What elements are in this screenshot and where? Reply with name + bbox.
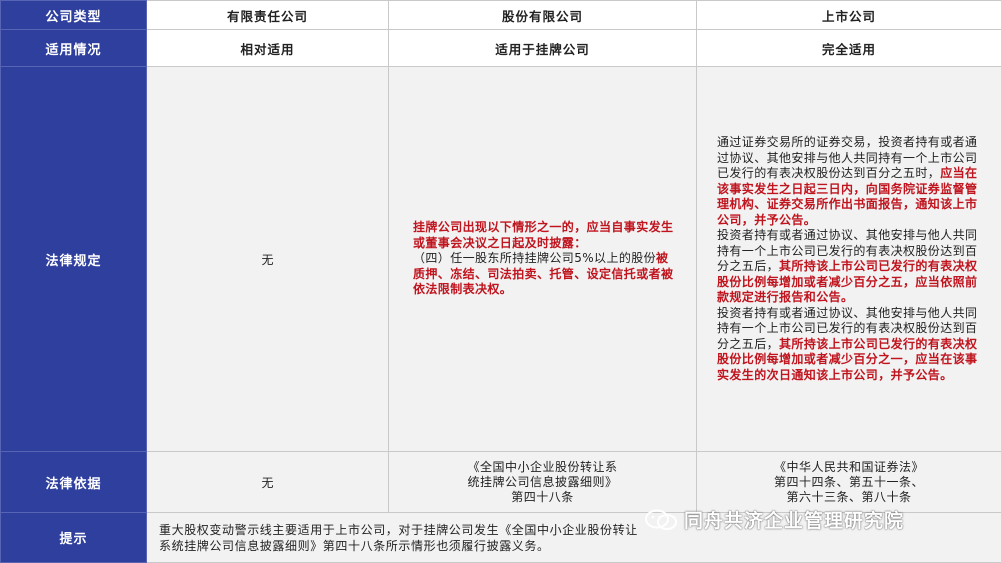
- col-header-joint-stock: 股份有限公司: [389, 1, 697, 30]
- provisions-joint-stock: 挂牌公司出现以下情形之一的，应当自事实发生或董事会决议之日起及时披露： （四）任…: [389, 67, 697, 452]
- row-label-company-type: 公司类型: [1, 1, 147, 30]
- col-header-listed: 上市公司: [697, 1, 1001, 30]
- basis-listed-text: 《中华人民共和国证券法》 第四十四条、第五十一条、 第六十三条、第八十条: [697, 460, 1001, 505]
- basis-joint-stock-text: 《全国中小企业股份转让系 统挂牌公司信息披露细则》 第四十八条: [389, 460, 696, 505]
- applicability-llc: 相对适用: [147, 30, 389, 67]
- provisions-llc: 无: [147, 67, 389, 452]
- header-row: 公司类型 有限责任公司 股份有限公司 上市公司: [1, 1, 1001, 30]
- provisions-joint-stock-intro: 挂牌公司出现以下情形之一的，应当自事实发生或董事会决议之日起及时披露：: [413, 220, 673, 250]
- tip-text: 重大股权变动警示线主要适用于上市公司，对于挂牌公司发生《全国中小企业股份转让 系…: [147, 522, 1001, 554]
- basis-joint-stock: 《全国中小企业股份转让系 统挂牌公司信息披露细则》 第四十八条: [389, 452, 697, 513]
- tip-cell: 重大股权变动警示线主要适用于上市公司，对于挂牌公司发生《全国中小企业股份转让 系…: [147, 513, 1001, 563]
- provisions-joint-stock-text: 挂牌公司出现以下情形之一的，应当自事实发生或董事会决议之日起及时披露： （四）任…: [389, 220, 696, 298]
- provisions-listed: 通过证券交易所的证券交易，投资者持有或者通过协议、其他安排与他人共同持有一个上市…: [697, 67, 1001, 452]
- tip-row: 提示 重大股权变动警示线主要适用于上市公司，对于挂牌公司发生《全国中小企业股份转…: [1, 513, 1001, 563]
- applicability-listed: 完全适用: [697, 30, 1001, 67]
- row-label-legal-provisions: 法律规定: [1, 67, 147, 452]
- row-label-legal-basis: 法律依据: [1, 452, 147, 513]
- provisions-listed-p1: 通过证券交易所的证券交易，投资者持有或者通过协议、其他安排与他人共同持有一个上市…: [717, 135, 977, 180]
- basis-listed: 《中华人民共和国证券法》 第四十四条、第五十一条、 第六十三条、第八十条: [697, 452, 1001, 513]
- applicability-joint-stock: 适用于挂牌公司: [389, 30, 697, 67]
- provisions-joint-stock-item: （四）任一股东所持挂牌公司5%以上的股份: [413, 251, 656, 265]
- legal-provisions-row: 法律规定 无 挂牌公司出现以下情形之一的，应当自事实发生或董事会决议之日起及时披…: [1, 67, 1001, 452]
- legal-basis-row: 法律依据 无 《全国中小企业股份转让系 统挂牌公司信息披露细则》 第四十八条 《…: [1, 452, 1001, 513]
- provisions-listed-text: 通过证券交易所的证券交易，投资者持有或者通过协议、其他安排与他人共同持有一个上市…: [697, 135, 1001, 383]
- applicability-row: 适用情况 相对适用 适用于挂牌公司 完全适用: [1, 30, 1001, 67]
- row-label-tip: 提示: [1, 513, 147, 563]
- col-header-llc: 有限责任公司: [147, 1, 389, 30]
- basis-llc: 无: [147, 452, 389, 513]
- row-label-applicability: 适用情况: [1, 30, 147, 67]
